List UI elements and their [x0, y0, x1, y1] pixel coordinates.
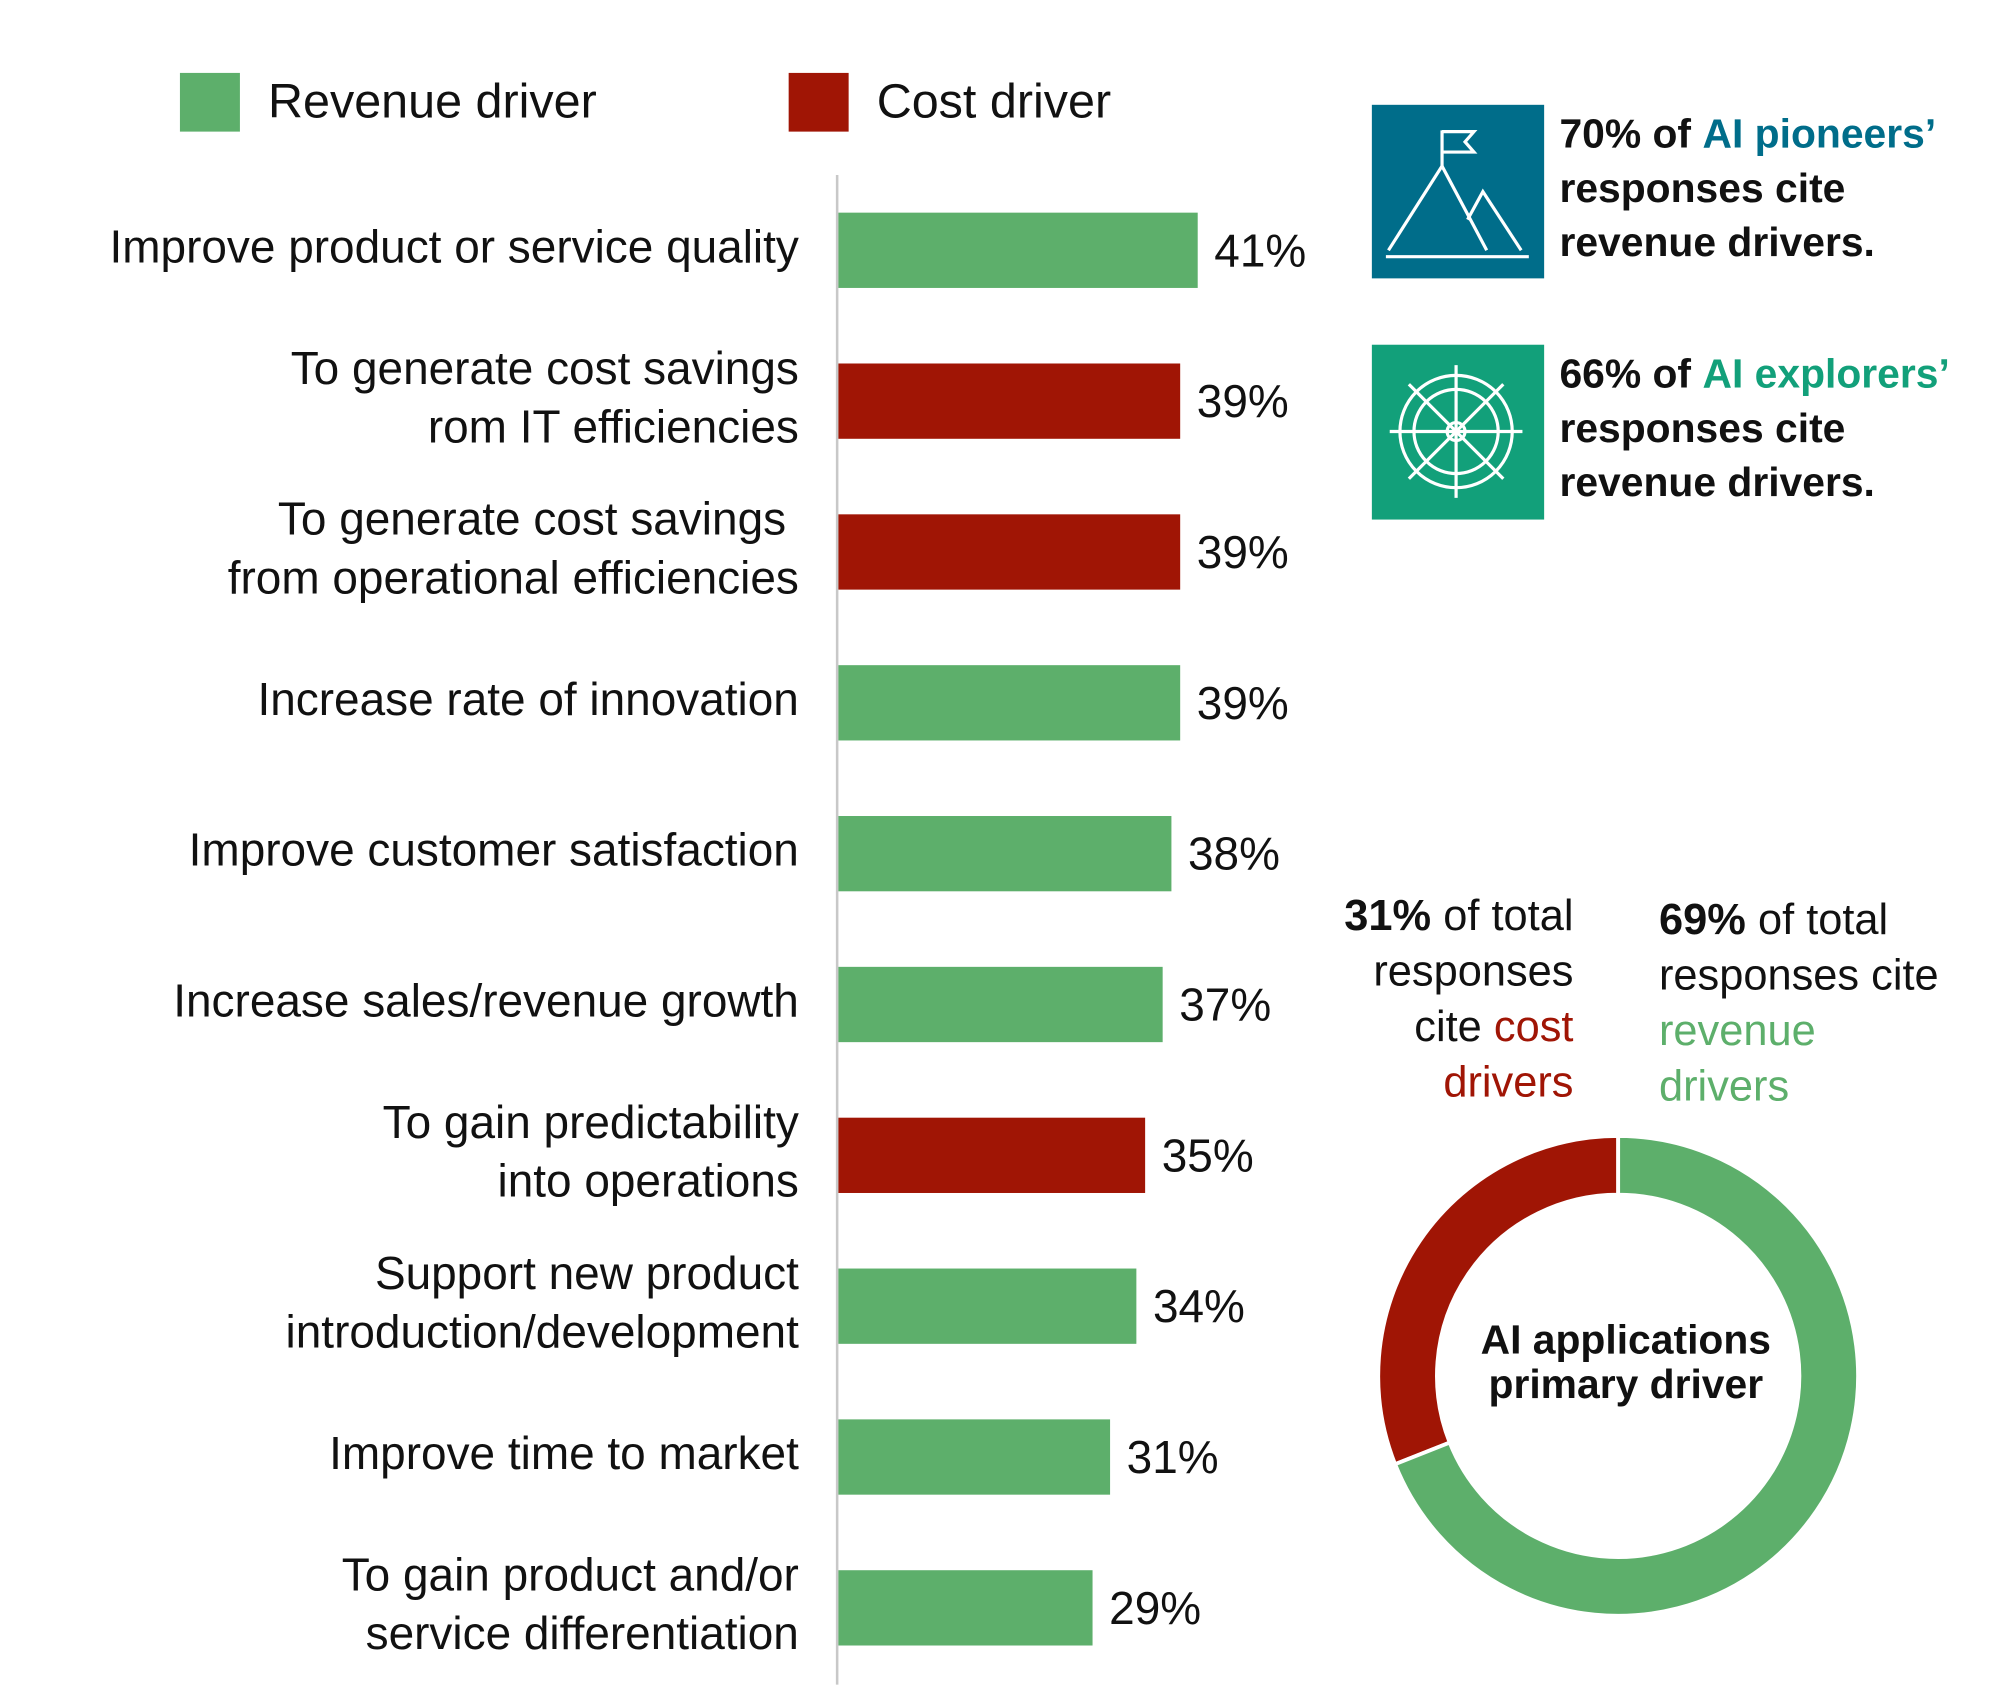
annotation-line: 69% of total	[1659, 896, 1888, 944]
value-label: 31%	[1127, 1431, 1219, 1483]
category-label: To gain product and/or service differenti…	[342, 1549, 799, 1660]
icon-wheel	[1371, 344, 1545, 520]
bar	[838, 1419, 1111, 1495]
category-label: Improve time to market	[329, 1427, 799, 1479]
bar	[838, 1268, 1137, 1344]
annotation-text: responses cite	[1559, 405, 1845, 451]
value-label: 39%	[1197, 526, 1289, 578]
value-label: 39%	[1197, 375, 1289, 427]
bar	[838, 816, 1172, 892]
value-label: 29%	[1109, 1582, 1201, 1634]
donut-center-text: AI applications	[1481, 1316, 1771, 1362]
annotation-text: revenue drivers.	[1559, 459, 1874, 505]
category-label: To generate cost savings rom IT efficienc…	[291, 342, 799, 453]
annotation-text: revenue drivers.	[1559, 219, 1874, 265]
value-label: 39%	[1197, 677, 1289, 729]
legend-label: Revenue driver	[268, 75, 597, 129]
annotation-text: of total	[1443, 892, 1573, 940]
value-label: 37%	[1179, 978, 1271, 1030]
annotation-text: drivers	[1659, 1063, 1789, 1111]
value-label: 38%	[1188, 828, 1280, 880]
annotation-text: cite	[1414, 1003, 1482, 1051]
annotation-line: responses cite	[1559, 165, 1845, 211]
annotation-text: 66% of	[1559, 350, 1691, 396]
value-label: 34%	[1153, 1280, 1245, 1332]
annotation-line: revenue drivers.	[1559, 459, 1874, 505]
bar	[838, 363, 1181, 439]
value-label: 35%	[1162, 1129, 1254, 1181]
legend-label: Cost driver	[877, 75, 1111, 129]
annotation-text: responses cite	[1559, 165, 1845, 211]
annotation-line: responses cite	[1659, 952, 1939, 1000]
annotation-text: of total	[1758, 896, 1888, 944]
annotation-text: 69%	[1659, 896, 1746, 944]
annotation-line: 70% of AI pioneers’	[1559, 111, 1936, 157]
annotation-text: responses cite	[1659, 952, 1939, 1000]
bar	[838, 1117, 1146, 1193]
annotation-text: drivers	[1443, 1059, 1573, 1107]
bar	[838, 1570, 1093, 1646]
category-label: To generate cost savings from operationa…	[228, 493, 799, 604]
value-label: 41%	[1214, 224, 1306, 276]
legend-swatch	[179, 72, 240, 132]
annotation-text: 70% of	[1559, 111, 1691, 157]
icon-mountain	[1371, 104, 1545, 279]
legend-swatch	[788, 72, 849, 132]
annotation-line: revenue	[1659, 1007, 1816, 1055]
annotation-line: cite cost	[1414, 1003, 1573, 1051]
donut-center-text: primary driver	[1489, 1361, 1764, 1407]
annotation-text: responses	[1373, 948, 1573, 996]
annotation-text: cost	[1494, 1003, 1574, 1051]
category-label: Increase rate of innovation	[257, 673, 798, 725]
annotation-line: responses cite	[1559, 405, 1845, 451]
donut-segment	[1376, 1134, 1621, 1467]
annotation-text: revenue	[1659, 1007, 1816, 1055]
annotation-line: revenue drivers.	[1559, 219, 1874, 265]
annotation-text: 31%	[1344, 892, 1431, 940]
category-label: Increase sales/revenue growth	[173, 975, 799, 1027]
bar	[838, 514, 1181, 590]
category-label: Improve customer satisfaction	[189, 824, 799, 876]
category-label: Improve product or service quality	[110, 220, 799, 272]
bar	[838, 665, 1181, 741]
annotation-text: AI pioneers’	[1702, 111, 1936, 157]
annotation-line: drivers	[1443, 1059, 1573, 1107]
category-label: To gain predictability into operations	[383, 1096, 799, 1207]
annotation-line: drivers	[1659, 1063, 1789, 1111]
annotation-line: 31% of total	[1344, 892, 1573, 940]
bar	[838, 212, 1198, 288]
bar	[838, 966, 1163, 1043]
annotation-line: responses	[1373, 948, 1573, 996]
category-label: Support new product introduction/developm…	[286, 1247, 800, 1358]
donut-segment	[1392, 1134, 1860, 1618]
annotation-line: 66% of AI explorers’	[1559, 350, 1949, 396]
annotation-text: AI explorers’	[1702, 350, 1949, 396]
